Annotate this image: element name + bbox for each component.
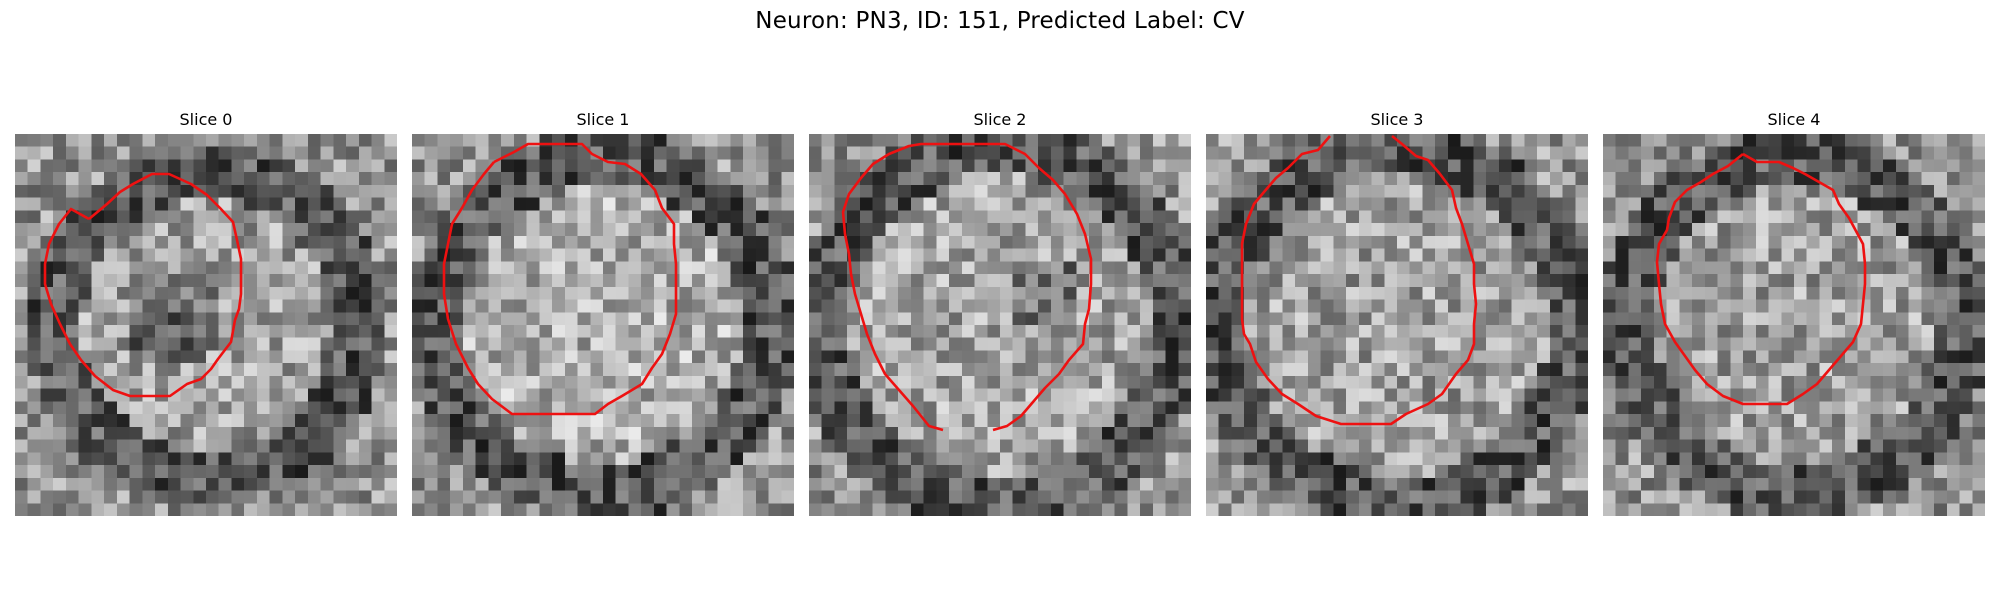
slice-title-0: Slice 0 <box>179 110 233 129</box>
figure-title: Neuron: PN3, ID: 151, Predicted Label: C… <box>755 8 1245 34</box>
slice-image-4 <box>1603 134 1985 516</box>
slice-image-3 <box>1206 134 1588 516</box>
segmentation-contour-3 <box>1240 134 1478 426</box>
contour-overlay-4 <box>1655 152 1867 406</box>
slice-title-1: Slice 1 <box>576 110 630 129</box>
slice-image-1 <box>412 134 794 516</box>
slice-panel-1: Slice 1 <box>412 108 794 516</box>
contour-overlay-1 <box>442 142 678 416</box>
slice-image-0 <box>15 134 397 516</box>
micrograph-1 <box>412 134 794 516</box>
slice-title-3: Slice 3 <box>1370 110 1424 129</box>
slice-title-2: Slice 2 <box>973 110 1027 129</box>
segmentation-contour-1 <box>442 142 678 416</box>
contour-overlay-3 <box>1240 134 1478 426</box>
slice-panel-3: Slice 3 <box>1206 108 1588 516</box>
slice-panel-2: Slice 2 <box>809 108 1191 516</box>
slice-image-2 <box>809 134 1191 516</box>
contour-overlay-2 <box>841 142 1093 432</box>
slice-panel-4: Slice 4 <box>1603 108 1985 516</box>
slice-panel-0: Slice 0 <box>15 108 397 516</box>
micrograph-0 <box>15 134 397 516</box>
segmentation-contour-4 <box>1655 152 1867 406</box>
contour-overlay-0 <box>43 172 243 398</box>
micrograph-3 <box>1206 134 1588 516</box>
segmentation-contour-2 <box>841 142 1093 432</box>
segmentation-contour-0 <box>43 172 243 398</box>
slice-title-4: Slice 4 <box>1767 110 1821 129</box>
micrograph-2 <box>809 134 1191 516</box>
